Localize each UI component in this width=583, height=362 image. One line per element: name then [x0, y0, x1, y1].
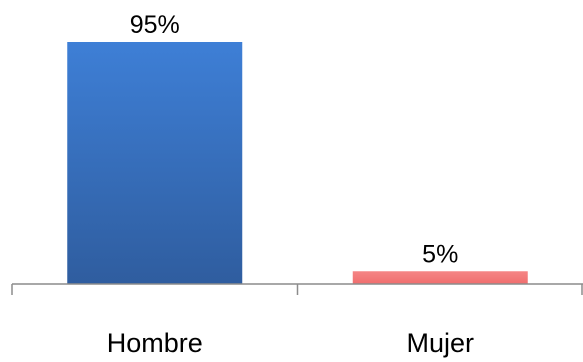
bar-hombre — [67, 42, 243, 284]
category-label-mujer: Mujer — [406, 328, 474, 358]
bars-group — [67, 42, 528, 284]
data-labels-group: 95% 5% — [130, 11, 459, 268]
category-labels-group: Hombre Mujer — [107, 328, 474, 358]
category-label-hombre: Hombre — [107, 328, 203, 358]
data-label-mujer: 5% — [422, 240, 458, 268]
x-axis — [11, 283, 583, 295]
data-label-hombre: 95% — [130, 11, 180, 39]
bar-mujer — [352, 271, 528, 284]
